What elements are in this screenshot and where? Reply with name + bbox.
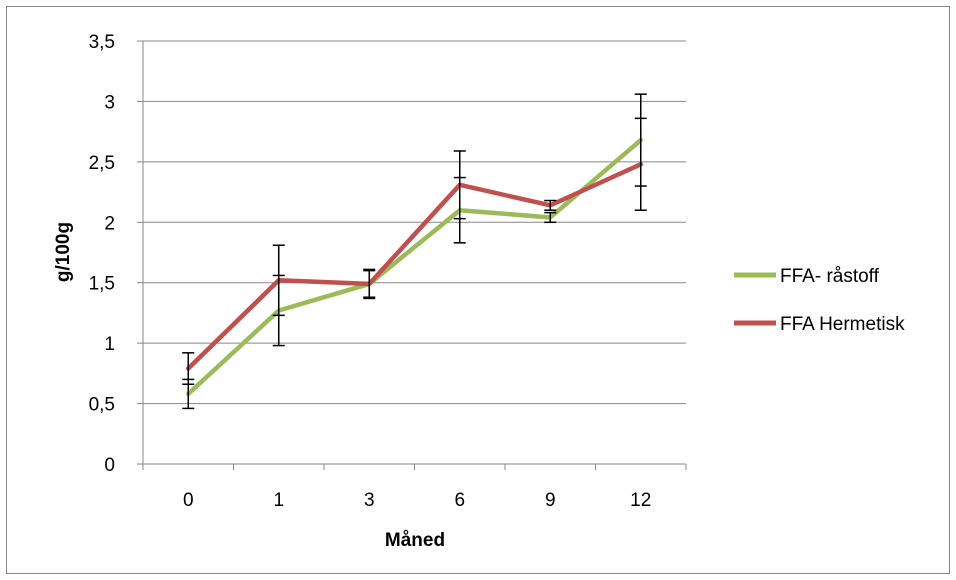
error-bar — [272, 244, 285, 317]
error-bar — [182, 352, 195, 385]
y-tick-labels: 0 0,5 1 1,5 2 2,5 3 3,5 — [89, 32, 115, 476]
error-bar — [544, 211, 557, 224]
y-tick-label: 3,5 — [89, 32, 115, 53]
error-bar — [634, 117, 647, 211]
x-tick-label: 12 — [630, 490, 651, 511]
y-tick-label: 1 — [104, 334, 115, 355]
legend-item: FFA- råstoff — [734, 266, 880, 287]
error-bar — [453, 150, 466, 220]
error-bars — [182, 93, 647, 410]
x-tick-label: 6 — [454, 490, 465, 511]
y-tick-label: 1,5 — [89, 274, 115, 295]
legend-item: FFA Hermetisk — [734, 314, 905, 335]
x-axis-title: Måned — [385, 530, 445, 551]
y-axis-title: g/100g — [53, 222, 74, 282]
axes — [137, 40, 687, 470]
y-tick-label: 2,5 — [89, 153, 115, 174]
x-tick-label: 1 — [273, 490, 284, 511]
gridlines — [143, 40, 686, 405]
legend-label: FFA Hermetisk — [780, 314, 905, 335]
x-tick-label: 9 — [545, 490, 556, 511]
legend: FFA- råstoff FFA Hermetisk — [734, 266, 905, 335]
error-bar — [363, 268, 376, 300]
y-tick-label: 2 — [104, 213, 115, 234]
y-tick-label: 3 — [104, 92, 115, 113]
y-tick-label: 0 — [104, 455, 115, 476]
x-tick-label: 0 — [183, 490, 194, 511]
legend-label: FFA- råstoff — [780, 266, 880, 287]
y-tick-label: 0,5 — [89, 395, 115, 416]
x-tick-label: 3 — [364, 490, 375, 511]
series-lines — [186, 137, 643, 397]
series-line-1 — [186, 137, 643, 397]
x-tick-labels: 0 1 3 6 9 12 — [183, 490, 651, 511]
series-line-2 — [186, 162, 643, 371]
chart-frame — [6, 6, 950, 574]
error-bar — [544, 199, 557, 211]
